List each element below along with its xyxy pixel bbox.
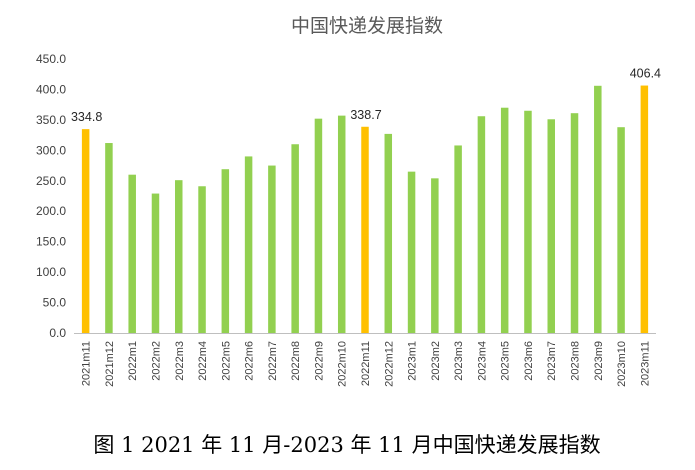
x-tick-label: 2021m11: [81, 341, 93, 386]
x-tick-label: 2022m7: [267, 341, 279, 381]
bar-2023m1: [407, 171, 416, 333]
y-tick-label: 200.0: [36, 204, 66, 218]
y-tick-label: 50.0: [43, 296, 67, 310]
bar-series: [81, 85, 649, 334]
y-axis-ticks: 0.0 50.0 100.0 150.0 200.0 250.0 300.0 350.0 400…: [36, 52, 66, 340]
bar-2023m8: [570, 113, 579, 333]
bar-2023m3: [454, 145, 462, 333]
y-tick-label: 300.0: [36, 143, 66, 157]
x-tick-label: 2023m11: [639, 341, 651, 386]
data-label-2023m11: 406.4: [630, 67, 661, 81]
x-tick-label: 2023m2: [430, 341, 442, 381]
figure-caption: 图 1 2021 年 11 月-2023 年 11 月中国快递发展指数: [93, 433, 600, 457]
bar-2021m12: [105, 143, 113, 333]
x-tick-label: 2022m10: [337, 341, 349, 387]
y-tick-label: 400.0: [36, 82, 66, 96]
bar-2022m6: [244, 156, 253, 333]
bar-2022m8: [291, 144, 299, 333]
x-tick-label: 2023m6: [523, 341, 535, 381]
chart-title: 中国快递发展指数: [291, 15, 443, 37]
x-tick-label: 2022m11: [360, 341, 372, 386]
y-tick-label: 150.0: [36, 235, 66, 249]
y-tick-label: 450.0: [36, 52, 66, 66]
bar-2023m9: [594, 85, 602, 333]
x-tick-label: 2023m4: [476, 341, 488, 381]
x-tick-label: 2022m12: [383, 341, 395, 387]
y-tick-label: 350.0: [36, 113, 66, 127]
data-label-2022m11: 338.7: [350, 108, 381, 122]
bar-2023m2: [431, 178, 439, 333]
y-tick-label: 0.0: [49, 326, 66, 340]
x-tick-label: 2023m1: [407, 341, 419, 381]
bar-2022m4: [198, 186, 206, 333]
bar-2023m7: [547, 119, 555, 333]
x-tick-label: 2021m12: [104, 341, 116, 387]
x-tick-label: 2023m9: [593, 341, 605, 381]
bar-2023m11: [640, 85, 649, 333]
x-tick-label: 2022m8: [290, 341, 302, 381]
bar-2023m5: [500, 107, 509, 334]
bar-2022m7: [268, 165, 276, 333]
bar-2022m11: [361, 126, 369, 334]
bar-2022m5: [221, 169, 230, 333]
x-tick-label: 2023m8: [570, 341, 582, 381]
bar-2023m6: [524, 110, 532, 333]
data-labels: 334.8 338.7 406.4: [71, 67, 661, 125]
x-tick-label: 2022m2: [150, 341, 162, 381]
x-tick-label: 2023m3: [453, 341, 465, 381]
data-label-2021m11: 334.8: [71, 110, 102, 124]
x-tick-label: 2023m5: [500, 341, 512, 381]
y-tick-label: 100.0: [36, 265, 66, 279]
x-tick-label: 2022m4: [197, 341, 209, 381]
x-tick-label: 2022m6: [244, 341, 256, 381]
bar-2021m11: [81, 129, 90, 333]
bar-2022m2: [151, 193, 160, 333]
bar-2023m4: [477, 116, 486, 334]
y-tick-label: 250.0: [36, 174, 66, 188]
x-tick-label: 2022m5: [220, 341, 232, 381]
bar-2022m1: [128, 174, 136, 333]
bar-2022m12: [384, 133, 393, 333]
bar-2022m3: [175, 180, 183, 333]
x-tick-label: 2023m7: [546, 341, 558, 381]
x-tick-label: 2022m1: [127, 341, 139, 381]
x-tick-label: 2023m10: [616, 341, 628, 387]
bar-2023m10: [617, 127, 625, 333]
x-axis-ticks: 2021m11 2021m12 2022m1 2022m2 2022m3 2022m4 20…: [81, 341, 652, 387]
x-tick-label: 2022m3: [174, 341, 186, 381]
bar-2022m10: [337, 115, 346, 333]
bar-2022m9: [314, 118, 323, 333]
x-tick-label: 2022m9: [313, 341, 325, 381]
